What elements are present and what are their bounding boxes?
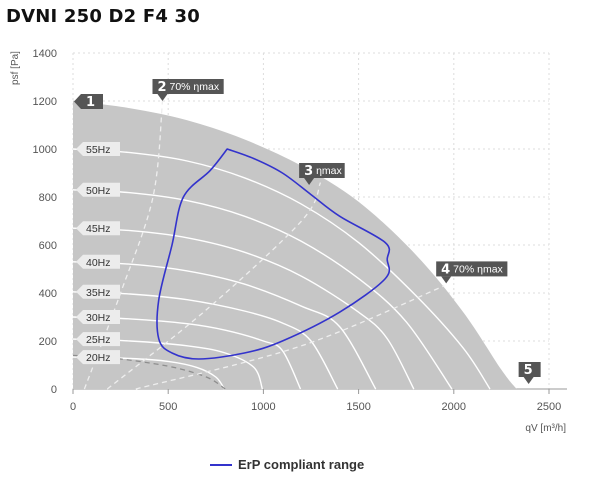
marker-label: ηmax [316,165,342,177]
y-axis-title: psf [Pa] [10,51,21,85]
x-tick-label: 2000 [442,401,466,413]
hz-label-layer: 55Hz 50Hz 45Hz 40Hz 35Hz 30Hz 25Hz 20Hz [76,142,120,365]
x-tick-label: 1000 [251,401,275,413]
speed-curve [72,291,339,390]
x-tick-label: 0 [70,401,76,413]
marker-pointer [304,178,315,185]
marker-5: 5 [518,362,541,384]
y-tick-label: 200 [39,336,57,348]
hz-label-text: 50Hz [86,185,111,197]
speed-curve [72,261,377,390]
hz-label: 50Hz [76,182,120,197]
erp-range-layer [156,148,391,360]
y-tick-label: 1200 [33,96,57,108]
hz-label: 35Hz [76,284,120,299]
x-axis-title: qV [m³/h] [525,423,566,434]
y-tick-label: 600 [39,240,57,252]
marker-box [518,362,541,377]
marker-number: 3 [304,164,313,179]
speed-curve-layer [72,148,491,390]
hz-label-text: 20Hz [86,352,111,364]
hz-label: 45Hz [76,221,120,236]
hz-label: 55Hz [76,142,120,156]
hz-label-text: 25Hz [86,334,111,346]
hz-label: 25Hz [76,332,120,347]
marker-1: 1 [74,94,103,110]
legend: ErP compliant range [210,457,364,472]
marker-pointer [74,94,81,109]
marker-number: 5 [524,363,533,378]
marker-box [436,261,508,277]
legend-label-erp: ErP compliant range [238,457,365,472]
marker-4: 4 70% ηmax [436,261,508,284]
marker-label: 70% ηmax [453,263,503,275]
hz-label: 20Hz [76,350,120,365]
y-tick-label: 1400 [33,48,57,60]
hz-label-text: 55Hz [86,144,111,156]
hz-label: 30Hz [76,310,120,324]
marker-pointer [441,276,452,284]
hz-label-tag [76,182,120,197]
x-tick-label: 1500 [346,401,370,413]
y-tick-label: 400 [39,288,57,300]
marker-number: 1 [86,95,95,110]
marker-3: 3 ηmax [299,163,345,185]
hz-label-tag [76,332,120,347]
efficiency-line [106,182,322,390]
speed-curve [72,227,415,390]
speed-curve [72,356,225,390]
hz-label-tag [76,310,120,324]
y-tick-label: 800 [39,192,57,204]
hz-label-text: 30Hz [86,312,111,324]
hz-label: 40Hz [76,254,120,269]
speed-curve [72,148,491,390]
hz-label-tag [76,350,120,365]
marker-label: 70% ηmax [169,81,219,93]
speed-curve [72,338,264,390]
axis-layer: psf [Pa] qV [m³/h] [10,51,566,434]
marker-box [152,79,224,94]
efficiency-line [83,100,164,390]
marker-pointer [523,377,534,384]
hz-label-tag [76,254,120,269]
x-tick-label: 500 [159,401,177,413]
marker-number: 2 [157,80,166,95]
hz-label-text: 45Hz [86,223,111,235]
y-tick-label: 0 [51,384,57,396]
speed-curve [72,316,302,390]
operating-area-layer [73,101,517,389]
y-tick-label: 1000 [33,144,57,156]
speed-curve [72,189,453,390]
efficiency-line-layer [83,100,445,390]
marker-pointer [157,94,168,101]
marker-box [81,94,103,109]
page-title: DVNI 250 D2 F4 30 [6,6,201,27]
hz-label-text: 40Hz [86,257,111,269]
hz-label-tag [76,221,120,236]
marker-2: 2 70% ηmax [152,79,224,101]
marker-box [299,163,345,178]
efficiency-line [135,285,445,390]
operating-area [73,101,517,389]
marker-number: 4 [441,262,450,277]
legend-swatch-erp [210,463,232,466]
erp-compliant-range-line [156,148,391,360]
hz-label-tag [76,284,120,299]
hz-label-text: 35Hz [86,287,111,299]
hz-label-tag [76,142,120,156]
x-tick-label: 2500 [537,401,561,413]
